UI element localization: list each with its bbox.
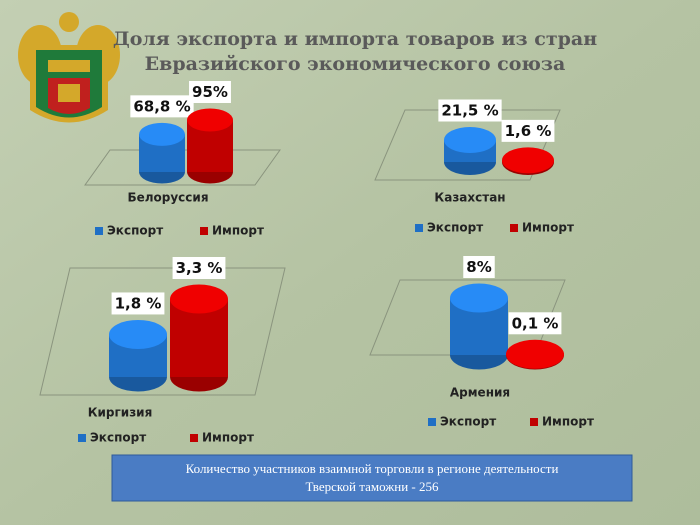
legend-swatch xyxy=(78,434,86,442)
value-label: 21,5 % xyxy=(441,102,498,120)
value-label-bg xyxy=(172,257,226,279)
category-label: Белоруссия xyxy=(127,191,208,205)
bar-top xyxy=(170,284,228,314)
value-label: 68,8 % xyxy=(133,97,190,115)
value-label-bg xyxy=(189,81,231,103)
title: Доля экспорта и импорта товаров из стран xyxy=(113,28,597,50)
value-label: 1,8 % xyxy=(115,294,162,312)
legend-label: Экспорт xyxy=(440,415,496,429)
value-label-bg xyxy=(111,292,165,315)
value-label-bg xyxy=(438,99,502,122)
legend-label: Импорт xyxy=(522,221,574,235)
legend-label: Экспорт xyxy=(90,431,146,445)
bar-top xyxy=(506,339,564,369)
legend-swatch xyxy=(415,224,423,232)
bar-top xyxy=(139,122,185,146)
value-label-bg xyxy=(508,312,562,335)
legend-label: Импорт xyxy=(212,224,264,238)
footer-text: Тверской таможни - 256 xyxy=(306,479,439,494)
footer-text: Количество участников взаимной торговли … xyxy=(186,461,559,476)
title: Евразийского экономического союза xyxy=(145,53,566,75)
legend-swatch xyxy=(95,227,103,235)
legend-label: Импорт xyxy=(202,431,254,445)
legend-label: Экспорт xyxy=(107,224,163,238)
value-label: 0,1 % xyxy=(512,314,559,332)
value-label-bg xyxy=(463,256,495,278)
value-label: 3,3 % xyxy=(176,259,223,277)
legend-swatch xyxy=(428,418,436,426)
plot-floor xyxy=(39,267,286,396)
bar-top xyxy=(109,319,167,349)
legend-swatch xyxy=(200,227,208,235)
emblem xyxy=(18,12,120,123)
bar-top xyxy=(450,283,508,313)
value-label: 95% xyxy=(192,83,228,101)
legend-swatch xyxy=(530,418,538,426)
value-label-bg xyxy=(501,119,555,142)
plot-floor xyxy=(84,149,281,186)
category-label: Казахстан xyxy=(434,191,505,205)
bar-top xyxy=(502,147,554,174)
bar-top xyxy=(444,127,496,153)
bar-top xyxy=(187,108,233,132)
legend-swatch xyxy=(190,434,198,442)
value-label: 1,6 % xyxy=(505,122,552,140)
value-label: 8% xyxy=(466,258,491,276)
legend-label: Экспорт xyxy=(427,221,483,235)
legend-swatch xyxy=(510,224,518,232)
value-label-bg xyxy=(130,95,194,118)
category-label: Армения xyxy=(450,386,510,400)
legend-label: Импорт xyxy=(542,415,594,429)
plot-floor xyxy=(374,109,561,181)
footer-box xyxy=(111,454,633,502)
category-label: Киргизия xyxy=(88,406,153,420)
